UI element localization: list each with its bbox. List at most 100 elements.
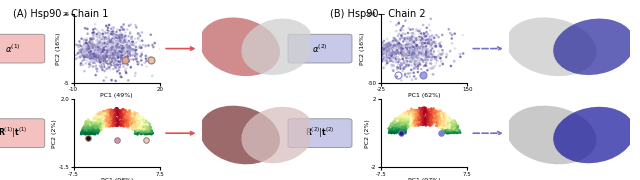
Point bbox=[413, 109, 423, 112]
Point bbox=[390, 129, 400, 132]
Point bbox=[100, 109, 111, 112]
Point bbox=[109, 119, 120, 122]
Point bbox=[93, 50, 103, 53]
Point bbox=[106, 48, 116, 51]
Point bbox=[133, 123, 143, 126]
Point bbox=[412, 39, 422, 42]
Point bbox=[434, 125, 444, 127]
Point bbox=[65, 55, 76, 58]
Point bbox=[94, 115, 104, 118]
Point bbox=[406, 107, 417, 110]
Point bbox=[145, 125, 156, 128]
Point bbox=[132, 132, 142, 135]
Point bbox=[90, 124, 100, 127]
Point bbox=[439, 130, 449, 133]
Point bbox=[88, 133, 99, 136]
Point bbox=[444, 117, 454, 120]
Point bbox=[104, 54, 114, 57]
Point bbox=[417, 50, 428, 53]
Point bbox=[115, 34, 125, 37]
Point bbox=[418, 111, 428, 114]
Text: $\alpha^{(1)}$: $\alpha^{(1)}$ bbox=[5, 42, 20, 55]
Point bbox=[395, 123, 405, 126]
Point bbox=[422, 113, 432, 116]
Point bbox=[394, 115, 404, 118]
Point bbox=[117, 46, 127, 49]
Point bbox=[82, 128, 92, 131]
Point bbox=[99, 112, 109, 115]
Point bbox=[397, 51, 407, 53]
Point bbox=[131, 49, 141, 51]
Point bbox=[113, 112, 123, 115]
Point bbox=[387, 125, 397, 128]
Point bbox=[413, 112, 424, 115]
Point bbox=[111, 48, 121, 51]
Point bbox=[419, 53, 429, 56]
Point bbox=[95, 128, 105, 131]
Point bbox=[81, 43, 92, 46]
Point bbox=[108, 109, 118, 112]
Point bbox=[112, 37, 122, 40]
Point bbox=[113, 120, 123, 123]
Point bbox=[121, 48, 131, 51]
Point bbox=[95, 112, 105, 114]
Point bbox=[377, 53, 387, 56]
Point bbox=[98, 42, 108, 44]
Point bbox=[118, 108, 128, 111]
Point bbox=[108, 123, 118, 126]
Point bbox=[445, 125, 455, 128]
Point bbox=[422, 115, 432, 118]
Point bbox=[95, 122, 105, 125]
Point bbox=[415, 42, 425, 44]
Point bbox=[120, 120, 130, 123]
Point bbox=[131, 132, 141, 135]
Point bbox=[81, 47, 92, 50]
Point bbox=[91, 115, 101, 118]
Point bbox=[78, 130, 88, 133]
Point bbox=[77, 132, 87, 135]
Point bbox=[93, 45, 104, 48]
Point bbox=[90, 61, 100, 64]
Point bbox=[449, 60, 460, 63]
Point bbox=[413, 48, 423, 50]
Point bbox=[119, 59, 129, 62]
Point bbox=[429, 45, 439, 48]
Point bbox=[428, 110, 438, 113]
Point bbox=[135, 123, 145, 126]
Point bbox=[73, 56, 83, 59]
Point bbox=[399, 123, 410, 126]
Point bbox=[414, 51, 424, 54]
Point bbox=[375, 46, 385, 49]
Point bbox=[422, 118, 433, 120]
Ellipse shape bbox=[553, 107, 635, 163]
Point bbox=[400, 114, 410, 117]
Point bbox=[400, 125, 410, 128]
Point bbox=[440, 120, 451, 123]
Point bbox=[427, 58, 437, 61]
Point bbox=[415, 107, 426, 110]
Point bbox=[114, 66, 124, 69]
Point bbox=[392, 44, 402, 47]
Point bbox=[116, 76, 127, 78]
Point bbox=[102, 120, 113, 123]
Point bbox=[88, 132, 98, 134]
Point bbox=[422, 59, 432, 62]
Point bbox=[390, 128, 401, 131]
Point bbox=[392, 123, 403, 125]
Point bbox=[90, 133, 100, 136]
Point bbox=[106, 117, 116, 120]
Point bbox=[129, 121, 139, 124]
Point bbox=[98, 110, 108, 113]
Point bbox=[424, 56, 435, 59]
Point bbox=[387, 127, 397, 130]
Point bbox=[140, 131, 150, 134]
Point bbox=[81, 62, 91, 65]
Point bbox=[410, 42, 420, 45]
Point bbox=[406, 118, 416, 121]
Point bbox=[443, 130, 453, 133]
Point bbox=[88, 57, 98, 60]
Point bbox=[92, 126, 102, 129]
Point bbox=[115, 123, 125, 126]
Point bbox=[383, 52, 393, 55]
Point bbox=[108, 42, 118, 44]
